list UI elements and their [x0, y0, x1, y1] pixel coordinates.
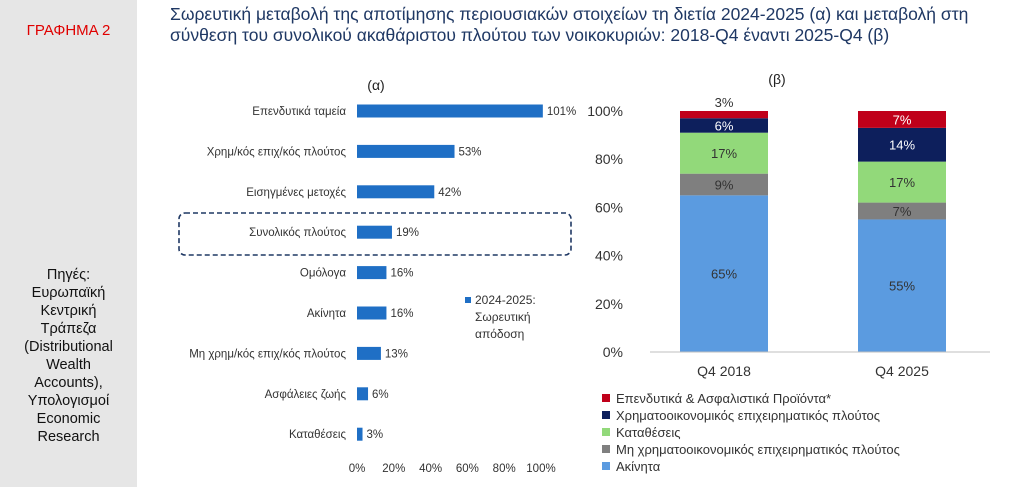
segment-label: 17% [711, 146, 737, 161]
category-label: Q4 2025 [875, 363, 929, 379]
category-label: Χρημ/κός επιχ/κός πλούτος [207, 146, 347, 158]
legend-label: Επενδυτικά & Ασφαλιστικά Προϊόντα* [616, 391, 831, 406]
bar [357, 306, 387, 320]
bar [357, 427, 363, 441]
sources-line: Wealth [46, 357, 91, 373]
category-label: Ομόλογα [300, 268, 346, 280]
category-label: Ακίνητα [307, 308, 347, 320]
sources-line: Accounts), [34, 375, 103, 391]
bar [357, 185, 435, 199]
data-label: 53% [459, 146, 482, 158]
sources-line: (Distributional [24, 339, 113, 355]
y-tick-label: 100% [587, 103, 623, 119]
bar [357, 387, 369, 401]
x-tick-label: 60% [456, 463, 479, 475]
stack-segment [858, 202, 946, 220]
chart-a-panel-label: (α) [367, 77, 384, 93]
sources-note: Πηγές: Ευρωπαϊκή Κεντρική Τράπεζα (Distr… [6, 266, 131, 446]
stack-segment [680, 195, 768, 352]
sources-line: Research [37, 429, 100, 445]
stack-segment [858, 219, 946, 352]
bar [357, 266, 387, 280]
data-label: 13% [385, 348, 408, 360]
segment-label: 3% [715, 95, 734, 110]
legend-swatch [602, 462, 610, 470]
segment-label: 9% [715, 178, 734, 193]
legend-swatch [602, 394, 610, 402]
legend-label: Μη χρηματοοικονομικός επιχειρηματικός πλ… [616, 442, 900, 457]
chart-title-line: Σωρευτική μεταβολή της αποτίμησης περιου… [170, 4, 969, 24]
segment-label: 55% [889, 279, 915, 294]
figure-label: ΓΡΑΦΗΜΑ 2 [26, 22, 111, 39]
bar [357, 144, 455, 158]
chart-title-line: σύνθεση του συνολικού ακαθάριστου πλούτο… [170, 25, 890, 45]
category-label: Ασφάλειες ζωής [265, 389, 347, 401]
data-label: 42% [438, 187, 461, 199]
segment-label: 17% [889, 175, 915, 190]
chart-title: Σωρευτική μεταβολή της αποτίμησης περιου… [170, 4, 1020, 46]
x-tick-label: 0% [349, 463, 366, 475]
sources-line: Υπολογισμοί [27, 393, 110, 409]
segment-label: 65% [711, 267, 737, 282]
x-tick-label: 20% [382, 463, 405, 475]
category-label: Καταθέσεις [289, 429, 347, 441]
segment-label: 14% [889, 138, 915, 153]
y-tick-label: 40% [595, 248, 623, 264]
y-tick-label: 20% [595, 296, 623, 312]
stack-segment [680, 173, 768, 196]
bar [357, 346, 381, 360]
data-label: 6% [372, 389, 389, 401]
legend-swatch [602, 428, 610, 436]
stack-segment [858, 161, 946, 203]
category-label: Εισηγμένες μετοχές [246, 187, 346, 199]
bar [357, 104, 543, 118]
sources-line: Economic [36, 411, 101, 427]
sources-line: Ευρωπαϊκή [31, 285, 106, 301]
category-label: Μη χρημ/κός επιχ/κός πλούτος [189, 348, 346, 360]
bar [357, 225, 392, 239]
highlight-box [178, 212, 572, 256]
x-tick-label: 40% [419, 463, 442, 475]
data-label: 19% [396, 227, 419, 239]
category-label: Q4 2018 [697, 363, 751, 379]
sidebar [0, 0, 137, 487]
chart-a-legend-line: Σωρευτική [475, 310, 531, 324]
chart-b-panel-label: (β) [768, 71, 785, 87]
legend-label: Ακίνητα [616, 459, 661, 474]
sources-line: Πηγές: [46, 267, 91, 283]
data-label: 16% [390, 268, 413, 280]
data-label: 3% [367, 429, 384, 441]
x-tick-label: 100% [526, 463, 555, 475]
x-tick-label: 80% [493, 463, 516, 475]
sources-line: Τράπεζα [40, 321, 97, 337]
category-label: Συνολικός πλούτος [249, 227, 346, 239]
y-tick-label: 80% [595, 151, 623, 167]
data-label: 101% [547, 106, 576, 118]
legend-label: Καταθέσεις [616, 425, 681, 440]
stack-segment [680, 132, 768, 174]
data-label: 16% [390, 308, 413, 320]
segment-label: 7% [893, 204, 912, 219]
stack-segment [680, 118, 768, 133]
stack-segment [680, 111, 768, 119]
stack-segment [858, 111, 946, 128]
chart-a-legend-line: 2024-2025: [475, 293, 536, 307]
legend-swatch [602, 411, 610, 419]
chart-a-legend-swatch [465, 297, 471, 303]
segment-label: 7% [893, 112, 912, 127]
segment-label: 6% [715, 118, 734, 133]
sources-line: Κεντρική [40, 303, 97, 319]
stack-segment [858, 127, 946, 162]
y-tick-label: 60% [595, 199, 623, 215]
y-tick-label: 0% [603, 344, 623, 360]
chart-a-legend-line: απόδοση [475, 327, 524, 341]
legend-label: Χρηματοοικονομικός επιχειρηματικός πλούτ… [616, 408, 880, 423]
category-label: Επενδυτικά ταμεία [252, 106, 346, 118]
legend-swatch [602, 445, 610, 453]
